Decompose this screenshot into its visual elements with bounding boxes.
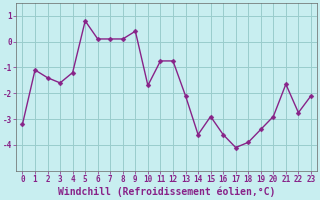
X-axis label: Windchill (Refroidissement éolien,°C): Windchill (Refroidissement éolien,°C) — [58, 187, 276, 197]
